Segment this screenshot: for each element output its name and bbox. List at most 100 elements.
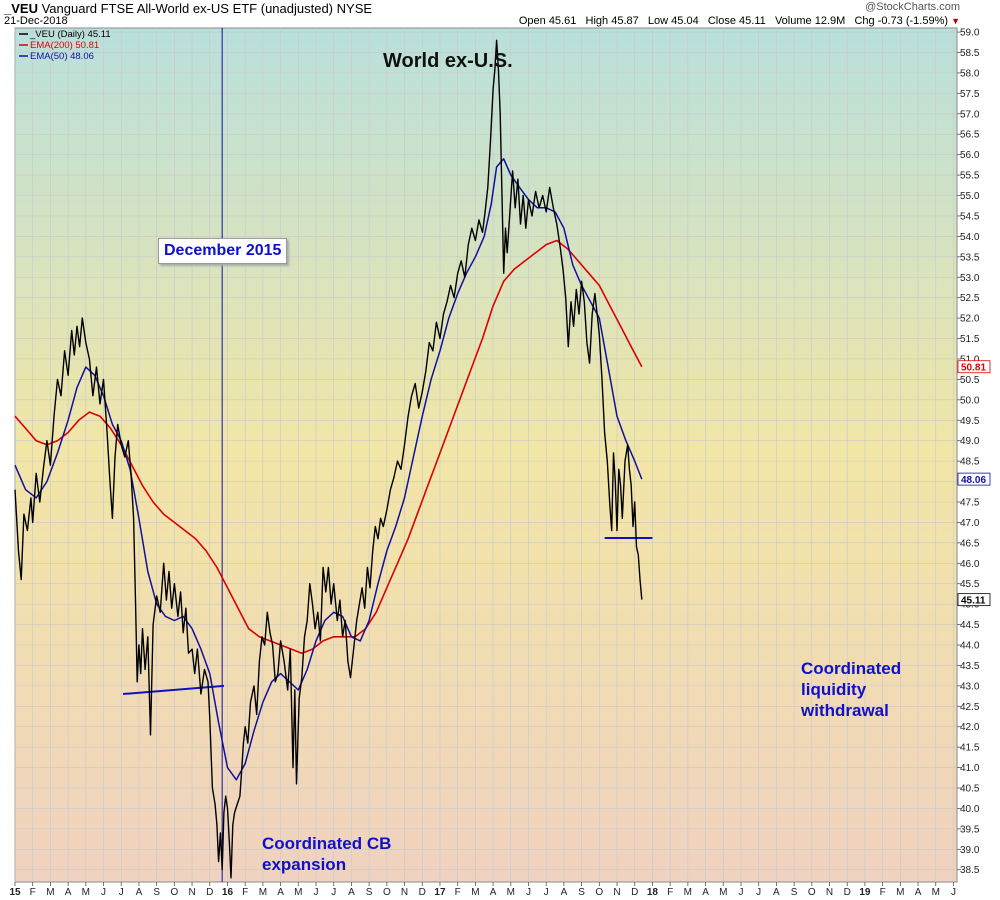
x-tick-label: M — [932, 887, 940, 898]
last-value-tag-box — [957, 360, 991, 374]
y-tick-label: 57.0 — [960, 109, 980, 120]
y-tick-label: 39.5 — [960, 824, 980, 835]
x-tick-label: J — [738, 887, 743, 898]
x-tick-label: A — [348, 887, 355, 898]
x-tick-label: A — [561, 887, 568, 898]
chart-date: 21-Dec-2018 — [4, 15, 68, 27]
x-tick-label: 17 — [434, 887, 446, 898]
ohlc-readout: Open 45.61 High 45.87 Low 45.04 Close 45… — [519, 15, 960, 27]
y-tick-label: 42.5 — [960, 702, 980, 713]
y-tick-label: 50.0 — [960, 395, 980, 406]
y-tick-label: 39.0 — [960, 845, 980, 856]
x-tick-label: 15 — [9, 887, 21, 898]
y-tick-label: 40.0 — [960, 804, 980, 815]
change-label: Chg — [854, 15, 875, 27]
x-tick-label: J — [101, 887, 106, 898]
stockcharts-watermark: @StockCharts.com — [865, 1, 960, 13]
y-tick-label: 41.5 — [960, 743, 980, 754]
x-axis: 15 F M A M J J A S O N D 16 F M A M J J A S O N D 17 F M A M J J A S O N D 1… — [9, 882, 956, 898]
legend-label: _VEU (Daily) 45.11 — [29, 29, 111, 40]
x-tick-label: J — [314, 887, 319, 898]
y-tick-label: 45.5 — [960, 579, 980, 590]
x-tick-label: A — [702, 887, 709, 898]
y-tick-label: 56.0 — [960, 150, 980, 161]
y-tick-label: 46.0 — [960, 559, 980, 570]
series-lines — [14, 39, 643, 879]
x-tick-label: M — [46, 887, 54, 898]
x-tick-label: M — [719, 887, 727, 898]
y-tick-label: 58.0 — [960, 68, 980, 79]
last-value-tag-label: 45.11 — [961, 596, 986, 607]
plot-background — [14, 27, 958, 883]
annotation-liquidity-withdrawal: Coordinated liquidity withdrawal — [801, 659, 902, 720]
x-tick-label: M — [684, 887, 692, 898]
x-tick-label: F — [242, 887, 248, 898]
last-value-tag-label: 48.06 — [961, 475, 986, 486]
volume-label: Volume — [774, 15, 812, 27]
y-tick-label: 42.0 — [960, 722, 980, 733]
down-triangle-icon: ▼ — [951, 16, 960, 26]
last-value-tag-box — [957, 472, 991, 486]
grid-lines — [14, 28, 957, 882]
y-tick-label: 41.0 — [960, 763, 980, 774]
x-tick-label: F — [455, 887, 461, 898]
y-tick-label: 51.5 — [960, 334, 980, 345]
y-tick-label: 51.0 — [960, 354, 980, 365]
trend-line — [122, 684, 225, 696]
legend-label: EMA(50) 48.06 — [30, 51, 94, 62]
x-tick-label: M — [507, 887, 515, 898]
y-tick-label: 43.5 — [960, 661, 980, 672]
x-tick-label: F — [880, 887, 886, 898]
close-value: 45.11 — [739, 15, 766, 27]
ema200-line — [14, 239, 643, 654]
y-tick-label: 47.5 — [960, 497, 980, 508]
x-tick-label: D — [844, 887, 851, 898]
low-value: 45.04 — [671, 15, 699, 27]
y-tick-label: 47.0 — [960, 518, 980, 529]
ticker-symbol: _VEU — [4, 1, 38, 16]
x-tick-label: S — [791, 887, 798, 898]
x-tick-label: M — [896, 887, 904, 898]
high-label: High — [585, 15, 609, 27]
x-tick-label: N — [613, 887, 620, 898]
x-tick-label: J — [544, 887, 549, 898]
x-tick-label: A — [136, 887, 143, 898]
open-label: Open — [518, 15, 546, 27]
x-tick-label: F — [30, 887, 36, 898]
x-tick-label: O — [170, 887, 178, 898]
x-tick-label: D — [419, 887, 426, 898]
x-tick-label: M — [259, 887, 267, 898]
x-tick-label: M — [294, 887, 302, 898]
y-tick-label: 52.5 — [960, 293, 980, 304]
exchange-label: NYSE — [336, 1, 373, 16]
x-tick-label: S — [366, 887, 373, 898]
close-label: Close — [707, 15, 736, 27]
x-tick-label: O — [383, 887, 391, 898]
y-tick-label: 48.5 — [960, 457, 980, 468]
x-tick-label: A — [773, 887, 780, 898]
x-tick-label: J — [119, 887, 124, 898]
x-tick-label: J — [526, 887, 531, 898]
x-tick-label: M — [82, 887, 90, 898]
y-tick-label: 55.5 — [960, 171, 980, 182]
x-tick-label: A — [490, 887, 497, 898]
annotation-december-2015: December 2015 — [158, 238, 288, 264]
open-value: 45.61 — [548, 15, 577, 27]
x-tick-label: S — [153, 887, 160, 898]
y-tick-label: 52.0 — [960, 314, 980, 325]
x-tick-label: D — [631, 887, 638, 898]
y-tick-label: 54.0 — [960, 232, 980, 243]
low-label: Low — [647, 15, 669, 27]
x-tick-label: 16 — [222, 887, 234, 898]
last-value-tags: 50.81 48.06 45.11 — [957, 360, 991, 607]
y-tick-label: 44.5 — [960, 620, 980, 631]
x-tick-label: A — [65, 887, 72, 898]
y-tick-label: 46.5 — [960, 538, 980, 549]
x-tick-label: N — [401, 887, 408, 898]
y-tick-label: 54.5 — [960, 211, 980, 222]
x-tick-label: F — [667, 887, 673, 898]
y-tick-label: 53.5 — [960, 252, 980, 263]
x-tick-label: J — [331, 887, 336, 898]
price-line — [14, 39, 643, 879]
last-value-tag-label: 50.81 — [961, 363, 986, 374]
